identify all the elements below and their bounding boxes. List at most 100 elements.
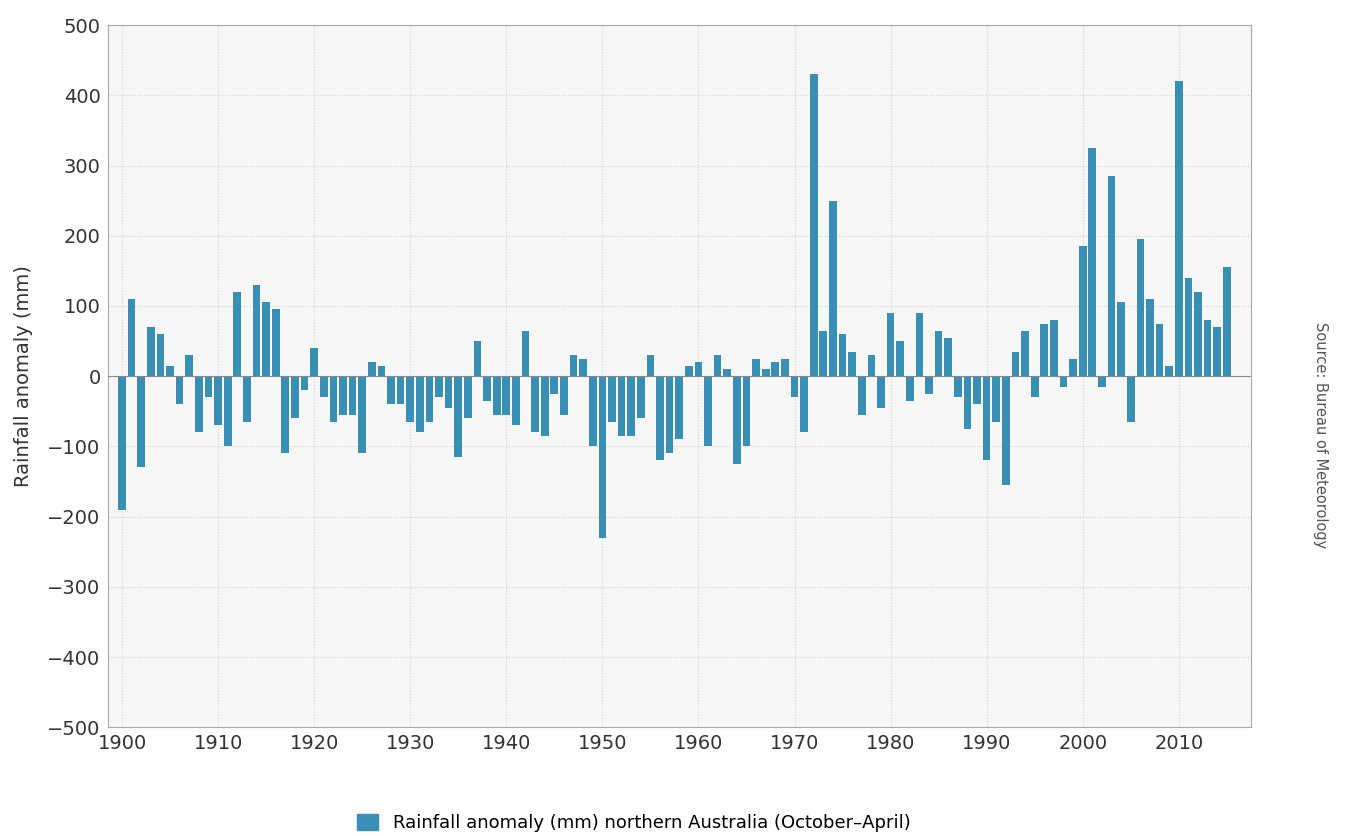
- Bar: [445, 376, 452, 408]
- Bar: [243, 376, 250, 422]
- Bar: [1127, 376, 1135, 422]
- Bar: [531, 376, 539, 432]
- Bar: [483, 376, 491, 400]
- Bar: [877, 376, 885, 408]
- Bar: [195, 376, 203, 432]
- Bar: [1146, 299, 1154, 376]
- Bar: [1155, 324, 1163, 376]
- Bar: [492, 376, 500, 415]
- Bar: [944, 338, 952, 376]
- Bar: [1011, 352, 1020, 376]
- Bar: [387, 376, 395, 405]
- Bar: [397, 376, 405, 405]
- Bar: [694, 362, 702, 376]
- Bar: [234, 292, 241, 376]
- Bar: [253, 285, 261, 376]
- Bar: [320, 376, 328, 397]
- Bar: [1021, 330, 1029, 376]
- Bar: [339, 376, 347, 415]
- Bar: [1030, 376, 1038, 397]
- Bar: [993, 376, 1001, 422]
- Bar: [1176, 81, 1182, 376]
- Bar: [464, 376, 472, 418]
- Bar: [781, 359, 788, 376]
- Bar: [896, 341, 904, 376]
- Bar: [714, 355, 721, 376]
- Bar: [455, 376, 463, 457]
- Bar: [541, 376, 549, 436]
- Bar: [330, 376, 338, 422]
- Bar: [291, 376, 299, 418]
- Bar: [800, 376, 808, 432]
- Bar: [983, 376, 990, 461]
- Bar: [301, 376, 308, 390]
- Bar: [963, 376, 971, 429]
- Bar: [819, 330, 827, 376]
- Bar: [666, 376, 674, 453]
- Bar: [705, 376, 712, 446]
- Bar: [589, 376, 597, 446]
- Bar: [128, 299, 136, 376]
- Bar: [147, 327, 155, 376]
- Bar: [425, 376, 433, 422]
- Bar: [675, 376, 683, 440]
- Bar: [137, 376, 145, 467]
- Bar: [118, 376, 126, 510]
- Bar: [954, 376, 962, 397]
- Bar: [503, 376, 510, 415]
- Bar: [839, 334, 846, 376]
- Bar: [772, 362, 779, 376]
- Bar: [849, 352, 855, 376]
- Bar: [570, 355, 577, 376]
- Bar: [974, 376, 981, 405]
- Bar: [1060, 376, 1068, 387]
- Bar: [1002, 376, 1010, 485]
- Bar: [685, 365, 693, 376]
- Bar: [638, 376, 644, 418]
- Bar: [1050, 320, 1057, 376]
- Bar: [599, 376, 607, 538]
- Bar: [223, 376, 231, 446]
- Bar: [436, 376, 443, 397]
- Bar: [617, 376, 625, 436]
- Bar: [281, 376, 289, 453]
- Bar: [550, 376, 558, 394]
- Bar: [473, 341, 482, 376]
- Bar: [369, 362, 375, 376]
- Bar: [1204, 320, 1212, 376]
- Bar: [156, 334, 164, 376]
- Bar: [752, 359, 760, 376]
- Bar: [724, 370, 732, 376]
- Bar: [742, 376, 751, 446]
- Bar: [858, 376, 866, 415]
- Bar: [907, 376, 913, 400]
- Bar: [916, 313, 923, 376]
- Bar: [311, 348, 317, 376]
- Bar: [925, 376, 933, 394]
- Bar: [608, 376, 616, 422]
- Bar: [416, 376, 424, 432]
- Bar: [791, 376, 799, 397]
- Bar: [868, 355, 876, 376]
- Bar: [656, 376, 664, 461]
- Bar: [348, 376, 356, 415]
- Bar: [1079, 247, 1087, 376]
- Bar: [512, 376, 519, 426]
- Bar: [378, 365, 385, 376]
- Bar: [204, 376, 213, 397]
- Bar: [186, 355, 194, 376]
- Bar: [647, 355, 654, 376]
- Bar: [1213, 327, 1221, 376]
- Bar: [1194, 292, 1202, 376]
- Bar: [1069, 359, 1077, 376]
- Text: Source: Bureau of Meteorology: Source: Bureau of Meteorology: [1313, 322, 1329, 548]
- Bar: [761, 370, 769, 376]
- Bar: [1165, 365, 1173, 376]
- Bar: [1098, 376, 1106, 387]
- Bar: [733, 376, 741, 464]
- Bar: [886, 313, 894, 376]
- Bar: [935, 330, 943, 376]
- Legend: Rainfall anomaly (mm) northern Australia (October–April): Rainfall anomaly (mm) northern Australia…: [350, 807, 917, 836]
- Bar: [167, 365, 174, 376]
- Bar: [829, 201, 837, 376]
